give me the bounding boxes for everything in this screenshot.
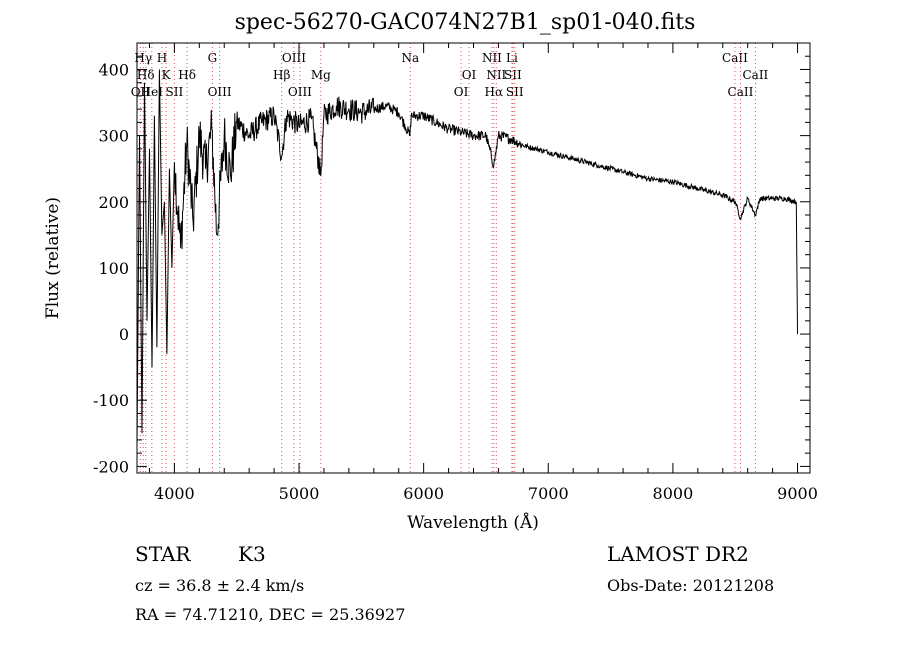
spectrum-line — [136, 69, 798, 447]
x-tick-label: 4000 — [154, 484, 195, 503]
y-tick-label: -200 — [93, 457, 129, 476]
line-marker-label: OIII — [282, 51, 306, 65]
y-tick-label: 400 — [98, 60, 129, 79]
y-tick-label: -100 — [93, 391, 129, 410]
x-tick-label: 8000 — [653, 484, 694, 503]
x-tick-label: 5000 — [279, 484, 320, 503]
x-tick-label: 9000 — [777, 484, 818, 503]
object-class: STAR — [135, 542, 191, 566]
y-tick-label: 0 — [119, 325, 129, 344]
y-tick-label: 100 — [98, 259, 129, 278]
line-marker-label: NII — [482, 51, 502, 65]
chart-title: spec-56270-GAC074N27B1_sp01-040.fits — [234, 10, 696, 35]
line-marker-label: Hα — [485, 85, 504, 99]
object-subclass: K3 — [238, 542, 266, 566]
line-marker-label: G — [208, 51, 218, 65]
x-tick-label: 6000 — [403, 484, 444, 503]
line-marker-label: H — [157, 51, 167, 65]
line-marker-label: Hδ — [137, 68, 155, 82]
line-marker-label: Hδ — [178, 68, 196, 82]
line-marker-label: K — [162, 68, 172, 82]
obs-date: Obs-Date: 20121208 — [607, 576, 775, 595]
line-marker-label: Mg — [311, 68, 331, 82]
line-marker-label: SII — [504, 68, 522, 82]
x-axis-label: Wavelength (Å) — [407, 512, 539, 533]
y-tick-label: 300 — [98, 127, 129, 146]
y-tick-label: 200 — [98, 193, 129, 212]
axis-ticks — [137, 43, 810, 473]
line-marker-label: SII — [166, 85, 184, 99]
line-marker-label: HeI — [141, 85, 164, 99]
line-marker-label: CaII — [728, 85, 754, 99]
spectrum-layer — [136, 69, 798, 447]
line-marker-label: OI — [462, 68, 477, 82]
y-axis-label: Flux (relative) — [43, 197, 63, 319]
line-marker-label: CaII — [722, 51, 748, 65]
coordinates: RA = 74.71210, DEC = 25.36927 — [135, 605, 406, 624]
line-marker-label: OIII — [288, 85, 312, 99]
line-marker-label: OI — [454, 85, 469, 99]
line-marker-layer: OIIHγHδHeIHKSIIHδGOIIIHβOIIIOIIIMgNaOIOI… — [131, 43, 769, 473]
line-marker-label: Hγ — [134, 51, 152, 65]
redshift-info: cz = 36.8 ± 2.4 km/s — [135, 576, 305, 595]
line-marker-label: NII — [486, 68, 506, 82]
line-marker-label: OIII — [208, 85, 232, 99]
survey-name: LAMOST DR2 — [607, 542, 749, 566]
line-marker-label: Li — [506, 51, 518, 65]
line-marker-label: Hβ — [273, 68, 290, 82]
line-marker-label: Na — [401, 51, 419, 65]
plot-frame — [136, 42, 811, 474]
x-tick-label: 7000 — [528, 484, 569, 503]
line-marker-label: CaII — [742, 68, 768, 82]
line-marker-label: SII — [506, 85, 524, 99]
tick-label-layer: 4000 5000 6000 7000 8000 9000 -200 -100 0 100 200 3… — [93, 60, 818, 503]
